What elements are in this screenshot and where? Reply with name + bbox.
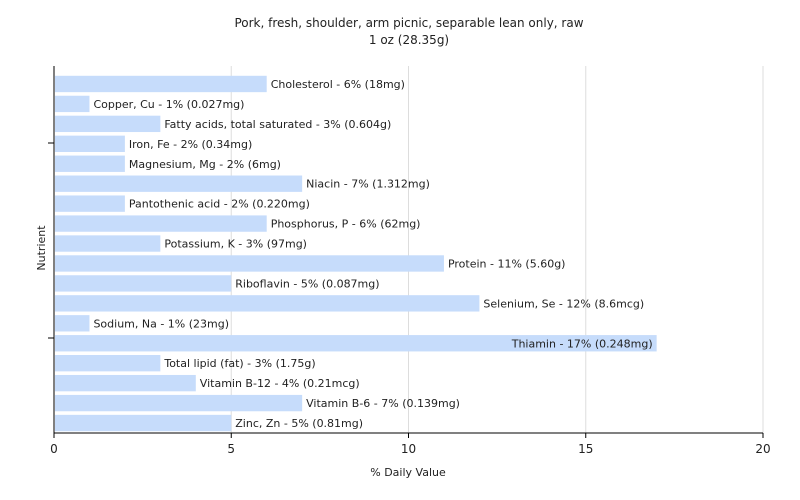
bar	[55, 95, 90, 113]
data-label: Selenium, Se - 12% (8.6mcg)	[483, 297, 644, 310]
bar	[55, 374, 196, 392]
x-tick-label: 0	[50, 442, 58, 456]
x-tick-label: 20	[755, 442, 770, 456]
x-tick-label: 10	[401, 442, 416, 456]
data-label: Niacin - 7% (1.312mg)	[306, 178, 430, 191]
bars-group: Cholesterol - 6% (18mg) Copper, Cu - 1% (…	[55, 75, 657, 432]
data-label: Copper, Cu - 1% (0.027mg)	[93, 98, 244, 111]
bar	[55, 295, 480, 312]
data-label: Sodium, Na - 1% (23mg)	[93, 317, 229, 330]
bar	[55, 195, 125, 212]
x-axis-label: % Daily Value	[370, 466, 446, 479]
bar	[55, 315, 90, 332]
data-label: Cholesterol - 6% (18mg)	[271, 78, 405, 91]
bar	[55, 235, 161, 252]
bar	[55, 155, 125, 172]
bar	[55, 75, 267, 93]
data-label: Vitamin B-6 - 7% (0.139mg)	[306, 397, 460, 410]
bar	[55, 135, 125, 152]
bar	[55, 255, 444, 272]
bar	[55, 115, 161, 133]
data-label: Total lipid (fat) - 3% (1.75g)	[163, 357, 315, 370]
y-axis-label: Nutrient	[35, 225, 48, 271]
bar	[55, 215, 267, 232]
data-label: Zinc, Zn - 5% (0.81mg)	[235, 417, 363, 430]
gridlines	[230, 66, 764, 433]
chart-title: Pork, fresh, shoulder, arm picnic, separ…	[234, 16, 583, 30]
x-tick-label: 15	[578, 442, 593, 456]
data-label: Protein - 11% (5.60g)	[448, 257, 566, 270]
data-label: Magnesium, Mg - 2% (6mg)	[129, 158, 281, 171]
x-tick-label: 5	[227, 442, 235, 456]
bar	[55, 414, 232, 432]
bar	[55, 275, 232, 292]
data-label: Riboflavin - 5% (0.087mg)	[235, 277, 379, 290]
data-label: Phosphorus, P - 6% (62mg)	[271, 218, 421, 231]
data-label: Vitamin B-12 - 4% (0.21mcg)	[200, 377, 360, 390]
data-label: Pantothenic acid - 2% (0.220mg)	[129, 198, 310, 211]
x-tick-labels: 0 5 10 15 20	[50, 433, 771, 456]
data-label: Potassium, K - 3% (97mg)	[164, 238, 307, 251]
bar	[55, 355, 161, 372]
data-label: Fatty acids, total saturated - 3% (0.604…	[164, 118, 391, 131]
data-label: Thiamin - 17% (0.248mg)	[511, 337, 653, 350]
bar	[55, 335, 657, 352]
chart-subtitle: 1 oz (28.35g)	[369, 33, 449, 47]
bar	[55, 394, 303, 412]
data-label: Iron, Fe - 2% (0.34mg)	[129, 138, 252, 151]
bar	[55, 175, 303, 192]
